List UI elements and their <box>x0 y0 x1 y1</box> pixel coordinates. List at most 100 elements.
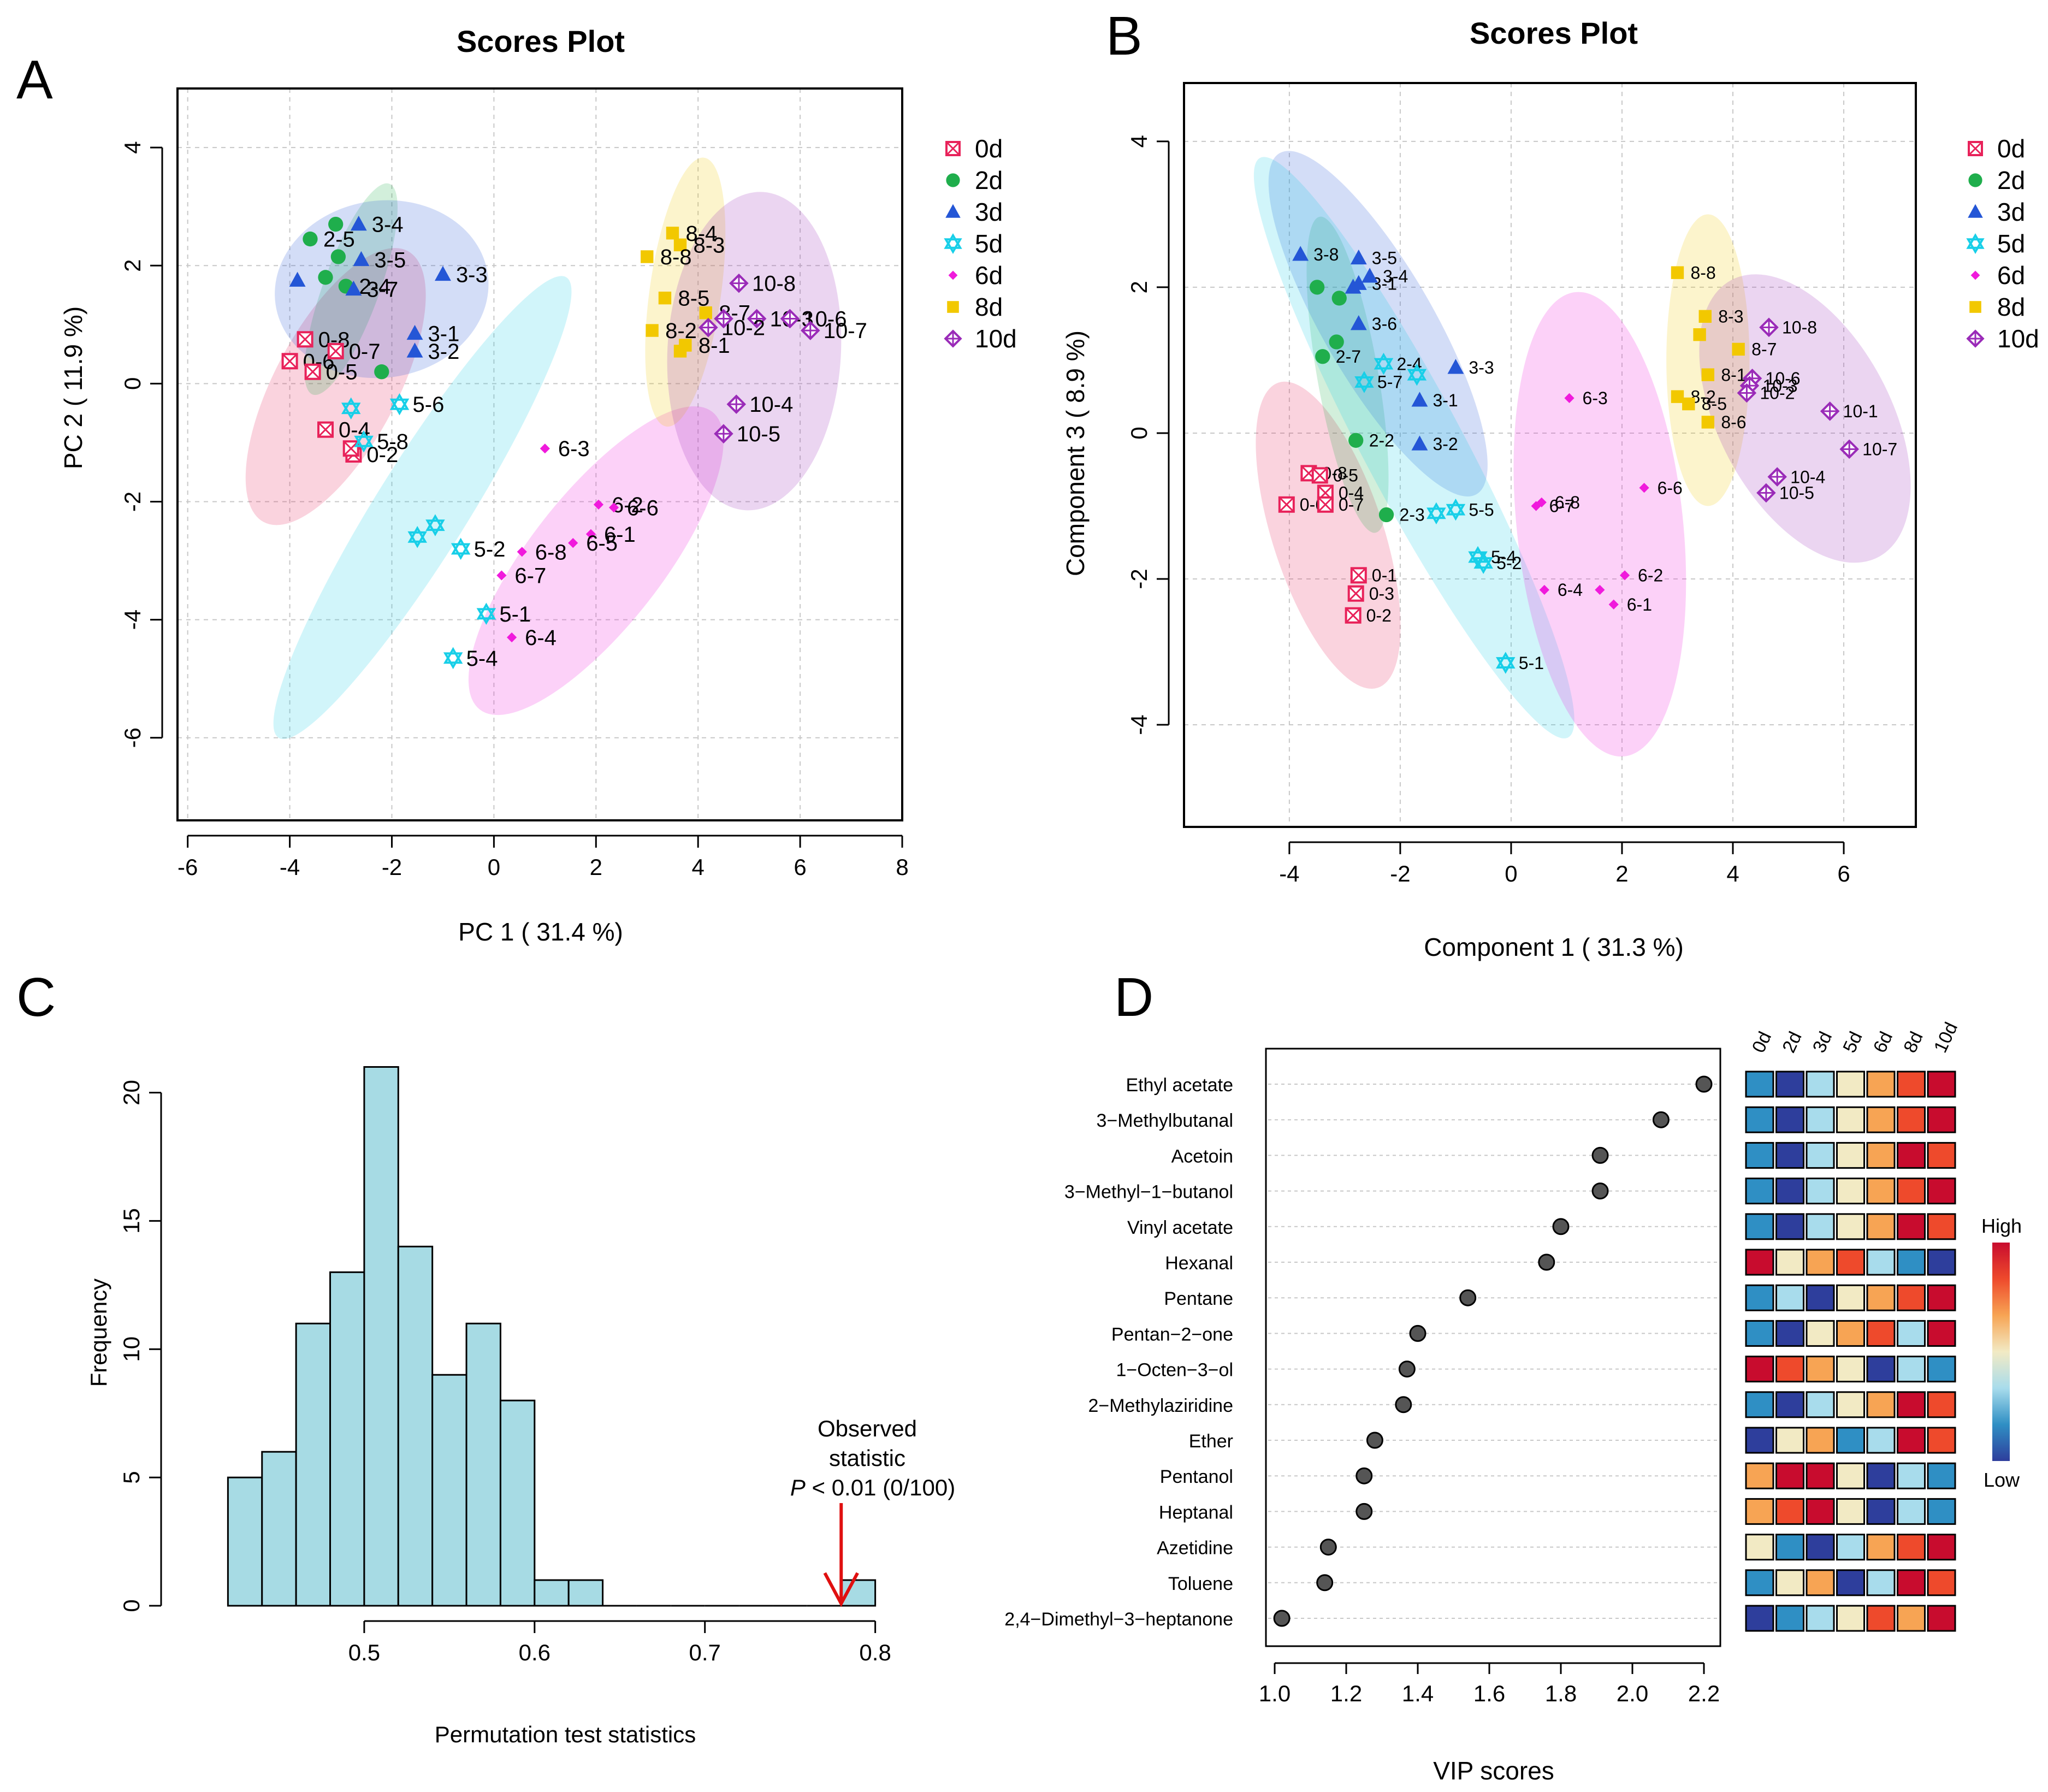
marker-plus <box>748 310 765 327</box>
data-point: 2-7 <box>1315 347 1361 366</box>
marker-diamond <box>1619 570 1630 581</box>
marker-square-filled <box>947 301 959 313</box>
marker-triangle <box>350 215 367 231</box>
marker-6d <box>507 632 517 643</box>
point-label: 5-4 <box>466 647 498 671</box>
heatmap-cell <box>1866 1071 1896 1098</box>
data-point: 3-7 <box>345 277 398 301</box>
marker-diamond <box>608 502 619 513</box>
legend-item-10d: 10d <box>1966 324 2039 353</box>
marker-triangle-down <box>1446 504 1466 521</box>
marker-cross <box>1278 496 1294 512</box>
y-tick-label: -2 <box>1126 569 1152 589</box>
point-label: 3-2 <box>1433 434 1458 454</box>
vip-row: Ether <box>1189 1431 1718 1452</box>
data-point: 8-8 <box>1671 263 1716 282</box>
heatmap-cell <box>1775 1534 1804 1561</box>
heatmap-cell <box>1866 1462 1896 1489</box>
panel-label-d: D <box>1114 967 1153 1028</box>
heatmap-cell <box>1897 1569 1926 1596</box>
point-label: 8-8 <box>1690 263 1715 282</box>
marker-10d <box>699 317 718 338</box>
marker-3d <box>1292 246 1309 261</box>
marker-2d <box>303 231 318 247</box>
marker-5d <box>1354 371 1374 393</box>
marker-diamond <box>1970 270 1980 280</box>
marker-10d <box>780 309 800 329</box>
x-tick-label: 4 <box>1726 861 1739 886</box>
marker-diamond <box>1608 599 1619 610</box>
marker-plus <box>1761 319 1777 336</box>
marker-triangle-down <box>443 652 463 670</box>
data-point: 5-6 <box>389 393 444 417</box>
marker-triangle-up <box>443 647 463 664</box>
point-label: 10-7 <box>1862 440 1897 459</box>
marker-square-filled <box>1671 390 1684 403</box>
marker-0d <box>317 421 334 438</box>
heatmap-cell <box>1836 1427 1865 1454</box>
point-label: 3-3 <box>1469 358 1494 377</box>
confidence-ellipse-5d <box>273 276 572 740</box>
x-tick-label: 1.2 <box>1330 1681 1362 1706</box>
data-point <box>1309 280 1325 295</box>
marker-cross <box>317 422 334 437</box>
panel-b-ylabel: Component 3 ( 8.9 %) <box>1061 330 1090 576</box>
heatmap-cell <box>1927 1249 1956 1276</box>
heatmap-cell <box>1897 1498 1926 1525</box>
marker-plus <box>782 310 798 327</box>
vip-point <box>1591 1146 1609 1164</box>
point-label: 6-8 <box>1555 493 1580 512</box>
heatmap-cell <box>1745 1569 1774 1596</box>
vip-point <box>1552 1218 1570 1235</box>
marker-cross <box>1968 141 1983 156</box>
data-point <box>330 249 346 264</box>
panel-c-axes: 0.5 0.6 0.7 0.8 0 5 10 15 20 <box>119 1080 891 1665</box>
heatmap-cell <box>1806 1356 1835 1383</box>
vip-row: Azetidine <box>1157 1538 1718 1559</box>
y-tick-label: 0 <box>119 1599 144 1612</box>
data-point: 6-1 <box>1608 595 1652 614</box>
marker-diamond <box>1639 482 1649 493</box>
point-label: 5-1 <box>499 602 531 626</box>
data-point <box>425 514 445 536</box>
y-tick-label: 0 <box>1126 427 1152 439</box>
marker-8d <box>646 324 659 337</box>
point-label: 3-3 <box>456 263 488 287</box>
data-point: 5-5 <box>1446 498 1494 521</box>
heatmap-cell <box>1897 1391 1926 1418</box>
marker-6d <box>1531 501 1541 511</box>
marker-triangle-up <box>1354 371 1374 388</box>
x-tick-label: 1.8 <box>1545 1681 1577 1706</box>
heatmap-cell <box>1775 1569 1804 1596</box>
heatmap-cell <box>1927 1569 1956 1596</box>
panel-d-rows: Ethyl acetate 3−Methylbutanal Acetoin 3−Met… <box>1004 1075 1718 1630</box>
panel-a-title: Scores Plot <box>457 24 625 58</box>
compound-label: Azetidine <box>1157 1538 1233 1559</box>
data-point: 10-7 <box>1839 440 1897 459</box>
marker-diamond <box>517 547 527 557</box>
histogram-bar <box>534 1579 570 1607</box>
vip-point <box>1319 1539 1337 1556</box>
heatmap-cell <box>1927 1142 1956 1169</box>
y-tick-label: 2 <box>120 259 145 272</box>
data-point <box>1427 502 1446 525</box>
panel-label-b: B <box>1106 5 1143 67</box>
marker-8d <box>1701 368 1715 381</box>
point-label: 6-3 <box>558 437 590 461</box>
vip-point <box>1409 1324 1427 1342</box>
point-label: 5-7 <box>1377 372 1402 392</box>
legend-label: 2d <box>975 166 1003 194</box>
heatmap-cell <box>1836 1462 1865 1489</box>
heatmap-cell <box>1897 1605 1926 1632</box>
point-label: 0-7 <box>349 340 381 364</box>
y-tick-label: -4 <box>1126 714 1152 735</box>
compound-label: Vinyl acetate <box>1127 1217 1233 1238</box>
point-label: 6-2 <box>612 493 643 517</box>
data-point: 6-3 <box>1564 388 1608 408</box>
heatmap-cell <box>1897 1249 1926 1276</box>
panel-a-legend: 0d 2d 3d 5d 6d 8d 10d <box>944 134 1017 353</box>
x-tick-label: -4 <box>280 854 300 880</box>
heatmap-cell <box>1775 1071 1804 1098</box>
colorbar-high-label: High <box>1981 1215 2022 1237</box>
x-tick-label: 0 <box>1505 861 1517 886</box>
